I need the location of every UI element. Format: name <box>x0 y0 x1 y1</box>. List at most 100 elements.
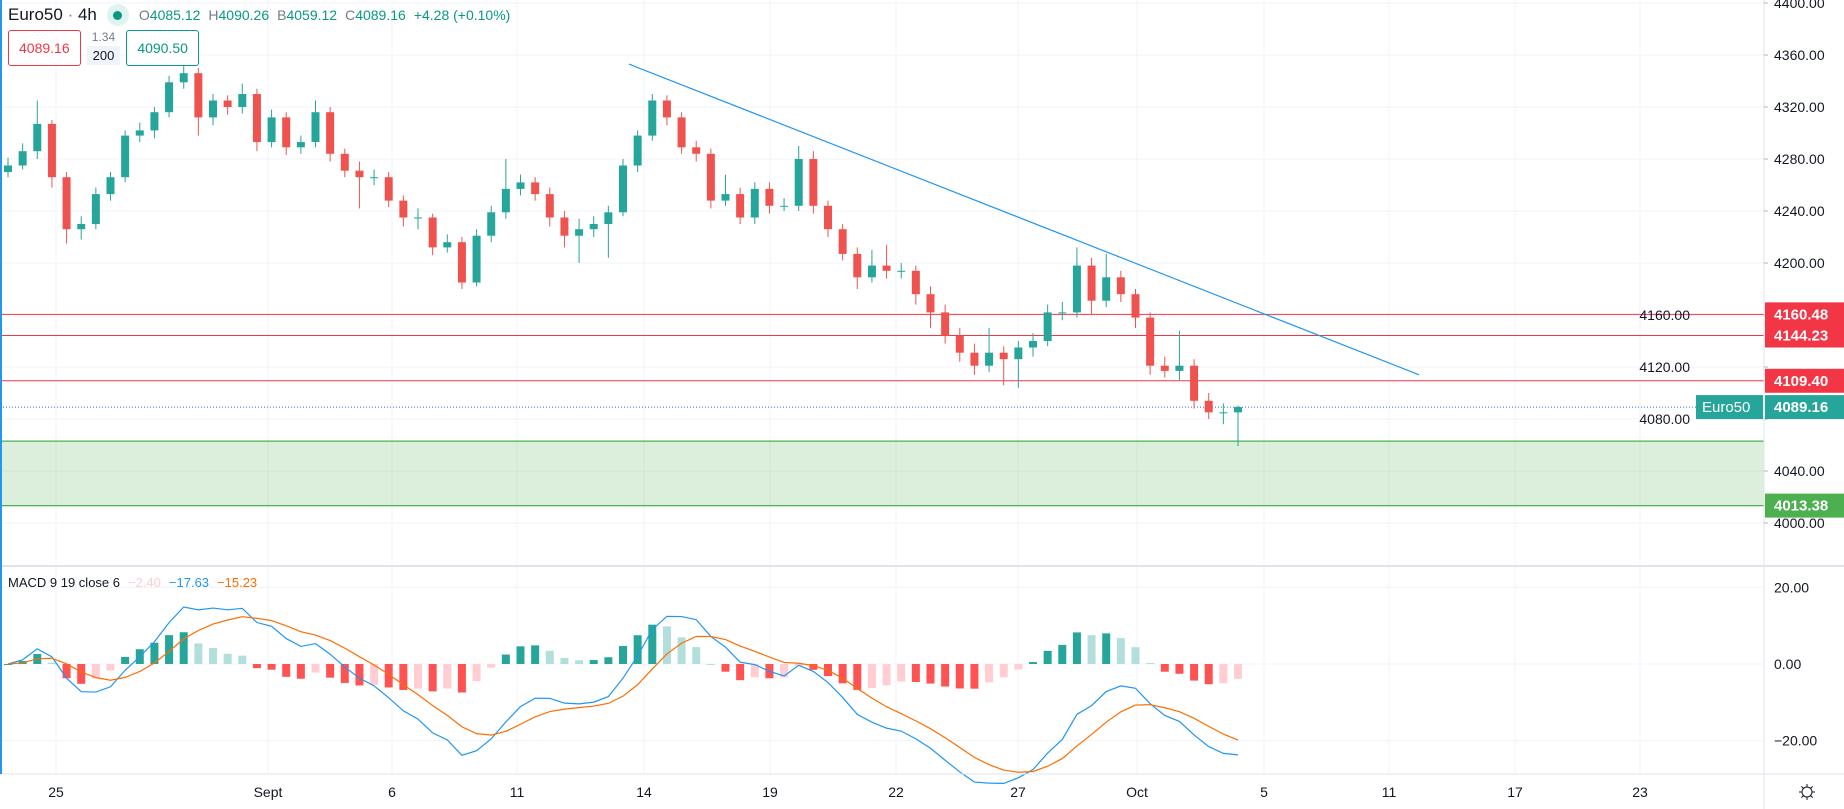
spread-value: 1.34 <box>91 30 116 44</box>
macd-histogram-bar <box>1102 633 1111 664</box>
current-price-tag-bg <box>1765 395 1844 420</box>
support-zone <box>0 441 1764 506</box>
macd-histogram-bar <box>750 664 759 678</box>
candle-body <box>1204 400 1213 413</box>
candle-body <box>18 151 27 166</box>
macd-histogram-bar <box>267 664 276 670</box>
time-axis-label: 14 <box>636 784 652 800</box>
candle-body <box>1072 265 1081 313</box>
macd-histogram-bar <box>223 653 232 664</box>
candle-body <box>457 242 466 283</box>
high-value: 4090.26 <box>218 7 270 23</box>
price-axis-label: 4120.00 <box>1639 359 1690 375</box>
level-price-tag: 4144.23 <box>1774 328 1828 345</box>
low-label: B <box>277 7 287 23</box>
candle-body <box>135 130 144 136</box>
macd-histogram-bar <box>399 664 408 690</box>
macd-histogram-bar <box>1131 647 1140 664</box>
macd-histogram-bar <box>985 664 994 683</box>
candle-body <box>824 205 832 230</box>
candle-body <box>47 123 56 178</box>
candle-body <box>501 188 510 213</box>
candle-body <box>340 153 349 171</box>
price-axis-label: 4000.00 <box>1774 515 1825 531</box>
price-axis-label: 4400.00 <box>1774 0 1825 11</box>
candle-body <box>516 182 525 189</box>
candle-body <box>985 352 994 366</box>
macd-signal-value: −15.23 <box>217 575 258 590</box>
candle-body <box>165 82 174 113</box>
candle-body <box>238 94 247 107</box>
candle-body <box>1234 407 1242 413</box>
quantity-input[interactable]: 200 <box>86 46 121 65</box>
candle-body <box>999 352 1008 360</box>
open-value: 4085.12 <box>149 7 201 23</box>
macd-histogram-bar <box>853 664 862 690</box>
candle-body <box>589 224 598 230</box>
macd-histogram-bar <box>619 646 627 664</box>
candle-body <box>326 112 335 154</box>
low-value: 4059.12 <box>286 7 338 23</box>
macd-legend[interactable]: MACD 9 19 close 6 −2.40 −17.63 −15.23 <box>8 575 257 590</box>
sell-button[interactable]: 4089.16 <box>8 30 81 66</box>
current-price-tag: 4089.16 <box>1774 399 1828 416</box>
macd-histogram-bar <box>106 664 115 671</box>
candle-body <box>1058 312 1067 314</box>
candle-body <box>970 352 979 366</box>
macd-histogram-bar <box>1146 662 1155 664</box>
macd-histogram-bar <box>414 664 422 689</box>
candle-body <box>62 177 71 230</box>
candle-body <box>179 73 188 83</box>
price-axis-label: 4240.00 <box>1774 203 1825 219</box>
macd-histogram-bar <box>282 664 291 677</box>
candle-body <box>399 200 408 218</box>
buy-button[interactable]: 4090.50 <box>126 30 199 66</box>
candle-body <box>604 212 613 224</box>
symbol-name: Euro50 <box>8 5 63 24</box>
macd-histogram-bar <box>209 647 217 664</box>
high-label: H <box>208 7 219 23</box>
macd-histogram-bar <box>1014 664 1023 670</box>
candle-body <box>267 117 276 143</box>
time-axis-label: 19 <box>762 784 778 800</box>
candle-body <box>575 229 584 236</box>
candle-body <box>282 117 291 148</box>
gear-icon[interactable] <box>1799 784 1815 800</box>
macd-histogram-bar <box>1234 664 1242 679</box>
macd-histogram-bar <box>1058 644 1067 664</box>
macd-histogram-bar <box>194 643 203 664</box>
market-status-icon <box>106 4 129 26</box>
candle-body <box>1102 277 1111 301</box>
price-axis-label: 4080.00 <box>1639 411 1690 427</box>
macd-histogram-bar <box>326 664 335 678</box>
macd-axis-label: 20.00 <box>1774 579 1809 595</box>
candle-body <box>926 294 935 313</box>
macd-histogram-bar <box>575 660 584 664</box>
macd-histogram-bar <box>1072 632 1081 664</box>
trendline <box>628 63 1420 376</box>
candle-body <box>1175 365 1184 371</box>
candle-body <box>296 142 305 148</box>
macd-histogram-bar <box>91 664 100 679</box>
zone-price-tag: 4013.38 <box>1774 498 1828 515</box>
candle-body <box>1087 265 1096 301</box>
candle-body <box>662 100 671 118</box>
candle-body <box>677 117 686 148</box>
candle-body <box>1146 317 1155 366</box>
symbol-title[interactable]: Euro50 · 4h <box>8 5 97 25</box>
candle-body <box>443 242 452 248</box>
macd-histogram-bar <box>706 663 715 665</box>
macd-histogram-bar <box>780 664 789 678</box>
candle-body <box>106 177 115 195</box>
candle-body <box>780 205 789 207</box>
macd-histogram-bar <box>457 664 466 693</box>
macd-histogram-bar <box>1160 664 1169 672</box>
macd-histogram-bar <box>1029 662 1037 664</box>
candle-body <box>897 270 906 272</box>
ohlc-values: O4085.12 H4090.26 B4059.12 C4089.16 +4.2… <box>139 7 510 23</box>
macd-histogram-bar <box>516 646 525 664</box>
candle-body <box>33 123 42 152</box>
change-value: +4.28 (+0.10%) <box>413 7 511 23</box>
candle-body <box>311 112 320 143</box>
